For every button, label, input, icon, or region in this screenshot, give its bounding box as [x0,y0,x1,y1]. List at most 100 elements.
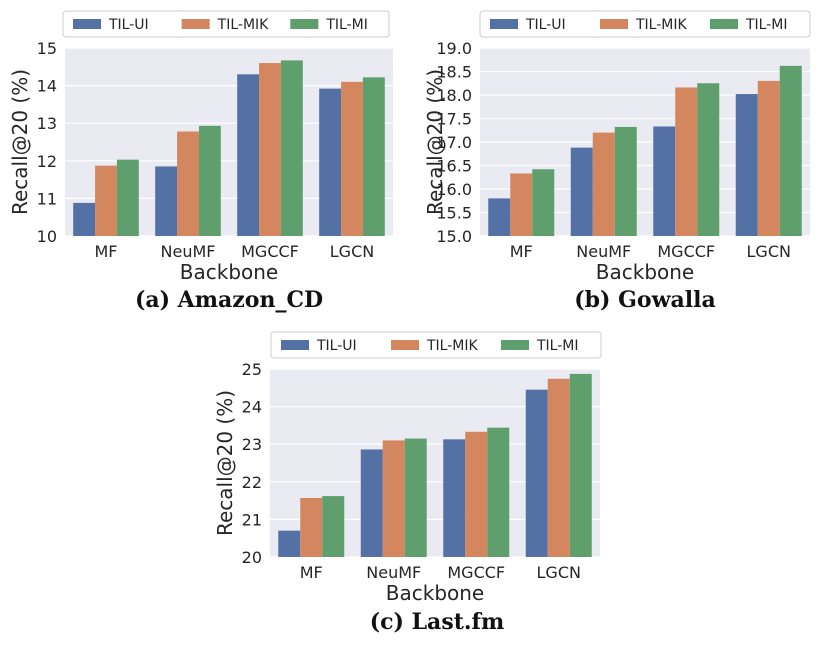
x-tick-label: MF [510,242,533,261]
legend-label-til-mi: TIL-MI [745,17,788,33]
y-tick-label: 24 [242,398,262,417]
x-tick-label: LGCN [747,242,791,261]
bar-til-mik-neumf [592,132,615,236]
bar-til-ui-neumf [570,147,593,236]
y-tick-label: 19.0 [436,39,472,58]
y-tick-label: 14 [37,77,57,96]
bar-til-ui-mf [278,530,301,557]
y-axis-label: Recall@20 (%) [8,69,32,215]
x-tick-label: MF [300,563,323,582]
legend-swatch-til-mi [501,340,529,350]
bar-til-mik-neumf [177,131,199,236]
legend-box [270,331,602,359]
bar-til-mi-neumf [198,125,221,236]
bar-til-ui-neumf [360,449,383,557]
y-tick-label: 11 [37,189,57,208]
bar-til-ui-mgccf [443,439,466,557]
bar-til-mi-mgccf [697,83,720,236]
x-tick-label: MGCCF [447,563,505,582]
x-tick-label: MGCCF [241,242,299,261]
bar-til-mi-mf [322,496,345,557]
legend-swatch-til-mik [181,19,210,29]
y-tick-label: 15 [37,39,57,58]
legend-swatch-til-ui [490,19,518,29]
legend-label-til-mik: TIL-MIK [217,17,269,33]
x-tick-label: NeuMF [161,242,216,261]
legend-box [62,10,390,38]
bar-til-mi-mgccf [487,427,510,557]
x-tick-label: NeuMF [366,563,421,582]
y-tick-label: 18.0 [436,86,472,105]
legend-label-til-mik: TIL-MIK [635,17,687,33]
legend: TIL-UI TIL-MIK TIL-MI [479,10,811,38]
bar-til-ui-lgcn [735,94,758,236]
legend-label-til-ui: TIL-UI [316,338,357,354]
chart-panel-3: 20 21 22 23 24 25 MF NeuMF MGCCF LGCN Backbone Reca… [213,331,602,635]
y-tick-label: 23 [242,435,262,454]
bar-til-mik-neumf [382,440,405,557]
bar-til-ui-lgcn [525,389,548,557]
bar-til-mik-lgcn [341,81,363,236]
bar-til-mi-mgccf [280,60,303,236]
legend-swatch-til-mi [290,19,319,29]
legend: TIL-UI TIL-MIK TIL-MI [270,331,602,359]
chart-panel-2: 15.0 15.5 16.0 16.5 17.0 17.5 18.0 18.5 19.0 MF Ne… [423,10,811,313]
bar-til-mi-mf [532,169,555,236]
bar-til-mi-mf [116,159,139,236]
legend-label-til-mik: TIL-MIK [426,338,478,354]
bar-til-mik-mgccf [675,87,698,236]
legend-label-til-mi: TIL-MI [536,338,579,354]
y-tick-label: 15.5 [436,204,472,223]
x-tick-label: LGCN [537,563,581,582]
y-tick-label: 17.0 [436,133,472,152]
y-tick-label: 22 [242,473,262,492]
legend-swatch-til-mik [391,340,419,350]
y-tick-label: 21 [242,510,262,529]
bar-til-ui-mf [488,198,511,236]
bar-til-mik-lgcn [757,80,780,237]
legend-label-til-ui: TIL-UI [108,17,149,33]
bar-til-mik-mgccf [465,431,488,557]
y-axis-label: Recall@20 (%) [423,69,447,215]
bar-til-mik-mf [95,165,117,236]
bar-til-mi-neumf [614,126,637,236]
y-tick-label: 25 [242,360,262,379]
bar-til-ui-mf [73,202,96,236]
y-tick-label: 15.0 [436,227,472,246]
bar-til-mik-lgcn [547,378,570,557]
y-tick-label: 16.5 [436,157,472,176]
bar-til-ui-neumf [155,166,178,236]
bar-til-mik-mf [300,497,323,557]
legend-swatch-til-mi [710,19,738,29]
legend-swatch-til-ui [73,19,101,29]
bar-til-mik-mgccf [259,63,281,236]
chart-panel-1: 10 11 12 13 14 15 MF NeuMF MGCCF LGCN Backbone Reca… [8,10,393,313]
x-tick-label: NeuMF [576,242,631,261]
chart-caption: (b) Gowalla [574,287,716,313]
y-axis-label: Recall@20 (%) [213,390,237,536]
legend: TIL-UI TIL-MIK TIL-MI [62,10,390,38]
legend-box [479,10,811,38]
bar-til-mi-neumf [404,438,427,557]
bar-til-ui-mgccf [237,74,260,236]
x-axis-label: Backbone [386,581,484,605]
bar-til-ui-lgcn [319,88,342,236]
legend-swatch-til-ui [281,340,309,350]
y-tick-label: 18.5 [436,63,472,82]
y-tick-label: 17.5 [436,110,472,129]
bar-til-mi-lgcn [569,373,592,557]
legend-swatch-til-mik [600,19,628,29]
chart-caption: (a) Amazon_CD [135,287,323,313]
legend-label-til-ui: TIL-UI [525,17,566,33]
y-tick-label: 12 [37,152,57,171]
x-tick-label: LGCN [330,242,374,261]
chart-caption: (c) Last.fm [370,609,505,635]
x-axis-label: Backbone [596,260,694,284]
y-tick-label: 13 [37,114,57,133]
bar-til-mi-lgcn [779,65,802,236]
legend-label-til-mi: TIL-MI [325,17,368,33]
bar-til-mi-lgcn [362,77,385,236]
y-tick-label: 20 [242,548,262,567]
